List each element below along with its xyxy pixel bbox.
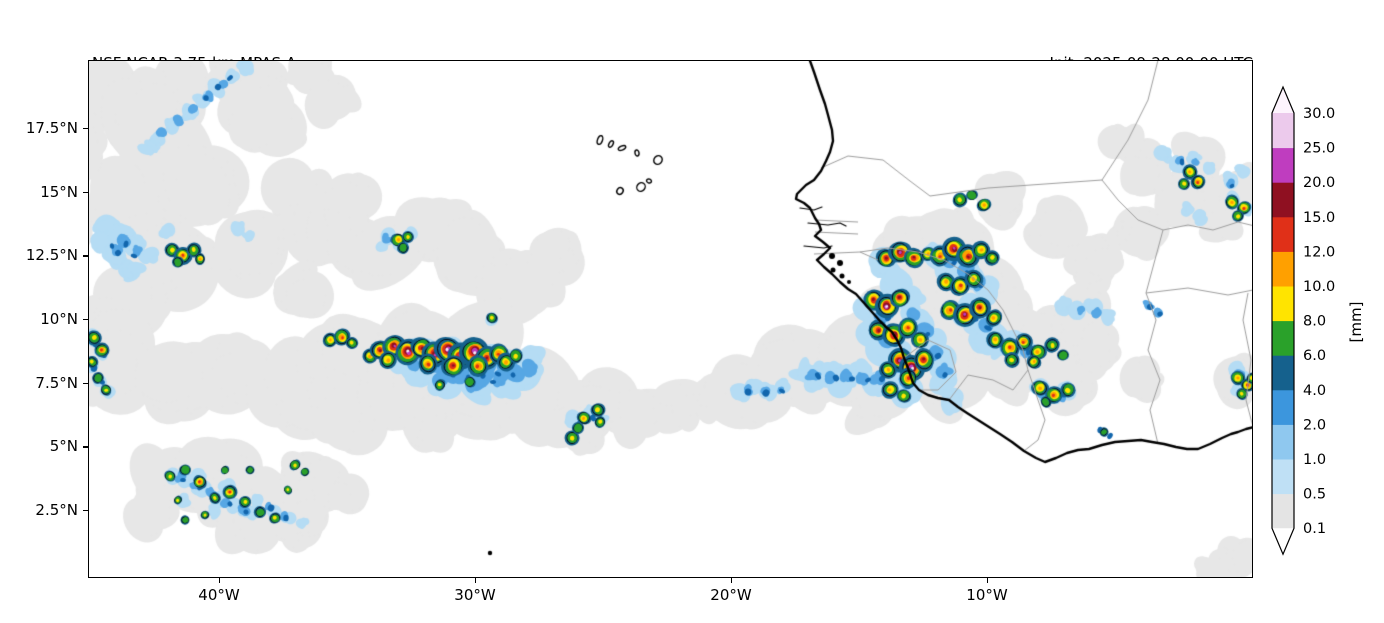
x-tick-label: 20°W <box>710 586 752 604</box>
y-tick-mark <box>83 191 88 193</box>
colorbar-band <box>1272 251 1294 287</box>
colorbar-tick-label: 15.0 <box>1303 210 1335 226</box>
y-tick-label: 15°N <box>40 182 78 201</box>
colorbar-outline <box>1271 85 1295 556</box>
colorbar-tick-label: 1.0 <box>1303 452 1326 468</box>
colorbar: 30.0 25.0 20.0 15.0 12.0 10.0 8.0 6.0 4.0 2.0 1.0 0… <box>1271 85 1335 556</box>
colorbar-band <box>1272 216 1294 252</box>
colorbar-unit-label: [mm] <box>1347 301 1365 343</box>
colorbar-tick-label: 20.0 <box>1303 175 1335 191</box>
x-tick-mark <box>219 578 221 583</box>
colorbar-tick-label: 0.5 <box>1303 487 1326 503</box>
x-tick-label: 10°W <box>966 586 1008 604</box>
x-tick-mark <box>987 578 989 583</box>
colorbar-band <box>1272 286 1294 322</box>
y-tick-label: 17.5°N <box>25 119 78 137</box>
y-tick-mark <box>83 382 88 384</box>
colorbar-band <box>1272 459 1294 495</box>
colorbar-band <box>1272 147 1294 183</box>
colorbar-band <box>1272 424 1294 460</box>
colorbar-band <box>1272 182 1294 218</box>
y-tick-label: 2.5°N <box>35 501 78 520</box>
y-tick-mark <box>83 446 88 448</box>
precipitation-map-canvas <box>88 60 1253 578</box>
y-tick-mark <box>83 128 88 130</box>
y-tick-mark <box>83 319 88 321</box>
x-tick-label: 30°W <box>454 586 496 604</box>
colorbar-under-arrow <box>1272 528 1294 555</box>
colorbar-tick-label: 12.0 <box>1303 244 1335 260</box>
colorbar-band <box>1272 320 1294 356</box>
colorbar-band <box>1272 389 1294 425</box>
colorbar-tick-label: 6.0 <box>1303 348 1326 364</box>
y-tick-label: 12.5°N <box>25 246 78 265</box>
colorbar-tick-label: 8.0 <box>1303 314 1326 330</box>
colorbar-band <box>1272 113 1294 149</box>
colorbar-tick-label: 30.0 <box>1303 106 1335 122</box>
colorbar-tick-label: 0.1 <box>1303 521 1326 537</box>
y-tick-mark <box>83 255 88 257</box>
colorbar-tick-label: 25.0 <box>1303 141 1335 157</box>
colorbar-tick-label: 2.0 <box>1303 417 1326 433</box>
colorbar-band <box>1272 355 1294 391</box>
colorbar-tick-label: 10.0 <box>1303 279 1335 295</box>
x-tick-label: 40°W <box>198 586 240 604</box>
y-tick-label: 10°N <box>40 310 78 328</box>
y-tick-mark <box>83 510 88 512</box>
colorbar-over-arrow <box>1272 87 1294 113</box>
y-tick-label: 5°N <box>49 437 78 456</box>
x-tick-mark <box>475 578 477 583</box>
y-tick-label: 7.5°N <box>35 373 78 392</box>
x-tick-mark <box>731 578 733 583</box>
colorbar-band <box>1272 493 1294 529</box>
colorbar-tick-label: 4.0 <box>1303 383 1326 399</box>
